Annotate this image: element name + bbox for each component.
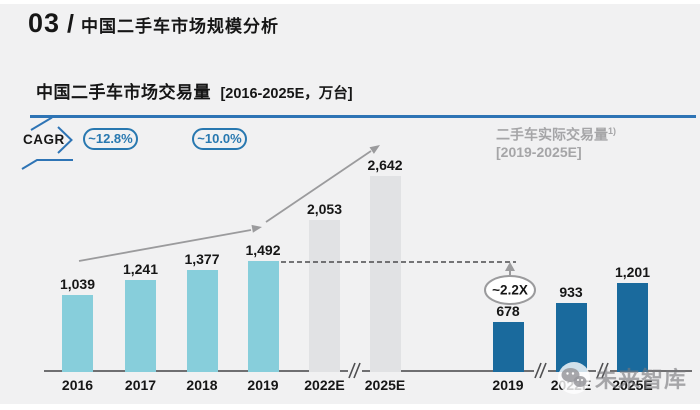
legend-title: 二手车实际交易量1): [496, 126, 617, 143]
bottom-margin: [0, 404, 700, 410]
chart-title: 中国二手车市场交易量 [2016-2025E，万台]: [36, 78, 353, 103]
x-axis-line: [44, 370, 692, 372]
section-divider: /: [67, 10, 74, 38]
axis-tick-label: 2025E: [364, 377, 406, 393]
legend: 二手车实际交易量1) [2019-2025E]: [496, 123, 616, 161]
bar-value-label: 2,053: [306, 201, 343, 217]
axis-tick-label: 2022E: [304, 377, 345, 393]
accent-rule: [30, 115, 696, 118]
cagr-badge-1: ~12.8%: [83, 128, 138, 150]
bar-2019: [247, 261, 279, 372]
section-title: 03 / 中国二手车市场规模分析: [28, 8, 279, 39]
bar-2019: [492, 322, 524, 372]
section-number: 03: [28, 8, 61, 38]
cagr-badge-2: ~10.0%: [192, 128, 247, 150]
top-margin: [0, 0, 700, 4]
bar-value-label: 1,201: [614, 264, 651, 280]
bar-value-label: 2,642: [367, 157, 403, 173]
axis-tick-label: 2016: [61, 377, 94, 393]
bar-value-label: 933: [559, 284, 583, 300]
multiplier-arrow-icon: [505, 262, 515, 277]
bar-2016: [62, 295, 93, 372]
wechat-logo-icon: [558, 362, 590, 394]
watermark: 未来智库: [556, 360, 687, 396]
bar-2018: [186, 270, 218, 372]
watermark-text: 未来智库: [595, 367, 688, 392]
legend-range: [2019-2025E]: [496, 143, 582, 160]
axis-tick-label: 2019: [247, 377, 279, 393]
chart-title-main: 中国二手车市场交易量: [36, 83, 211, 102]
bar-2022E: [309, 220, 340, 372]
multiplier-bubble: ~2.2X: [484, 275, 536, 305]
axis-tick-label: 2018: [186, 377, 218, 393]
bar-value-label: 1,492: [245, 242, 281, 258]
axis-tick-label: 2017: [124, 377, 157, 393]
axis-tick-label: 2019: [492, 377, 524, 393]
bar-value-label: 1,039: [59, 276, 96, 292]
cagr-label: CAGR: [23, 132, 65, 147]
bar-2022E: [555, 303, 587, 372]
legend-footnote-ref: 1): [608, 126, 617, 136]
bar-2025E: [617, 283, 648, 372]
bar-value-label: 1,241: [122, 261, 159, 277]
bar-value-label: 678: [496, 303, 520, 319]
axis-tick-label: 2025E: [612, 377, 653, 393]
bar-2017: [125, 280, 156, 372]
bar-2025E: [369, 176, 401, 372]
section-title-text: 中国二手车市场规模分析: [81, 17, 279, 36]
chart-title-range: [2016-2025E，万台]: [220, 86, 353, 102]
multiplier-value: ~2.2X: [492, 283, 528, 298]
